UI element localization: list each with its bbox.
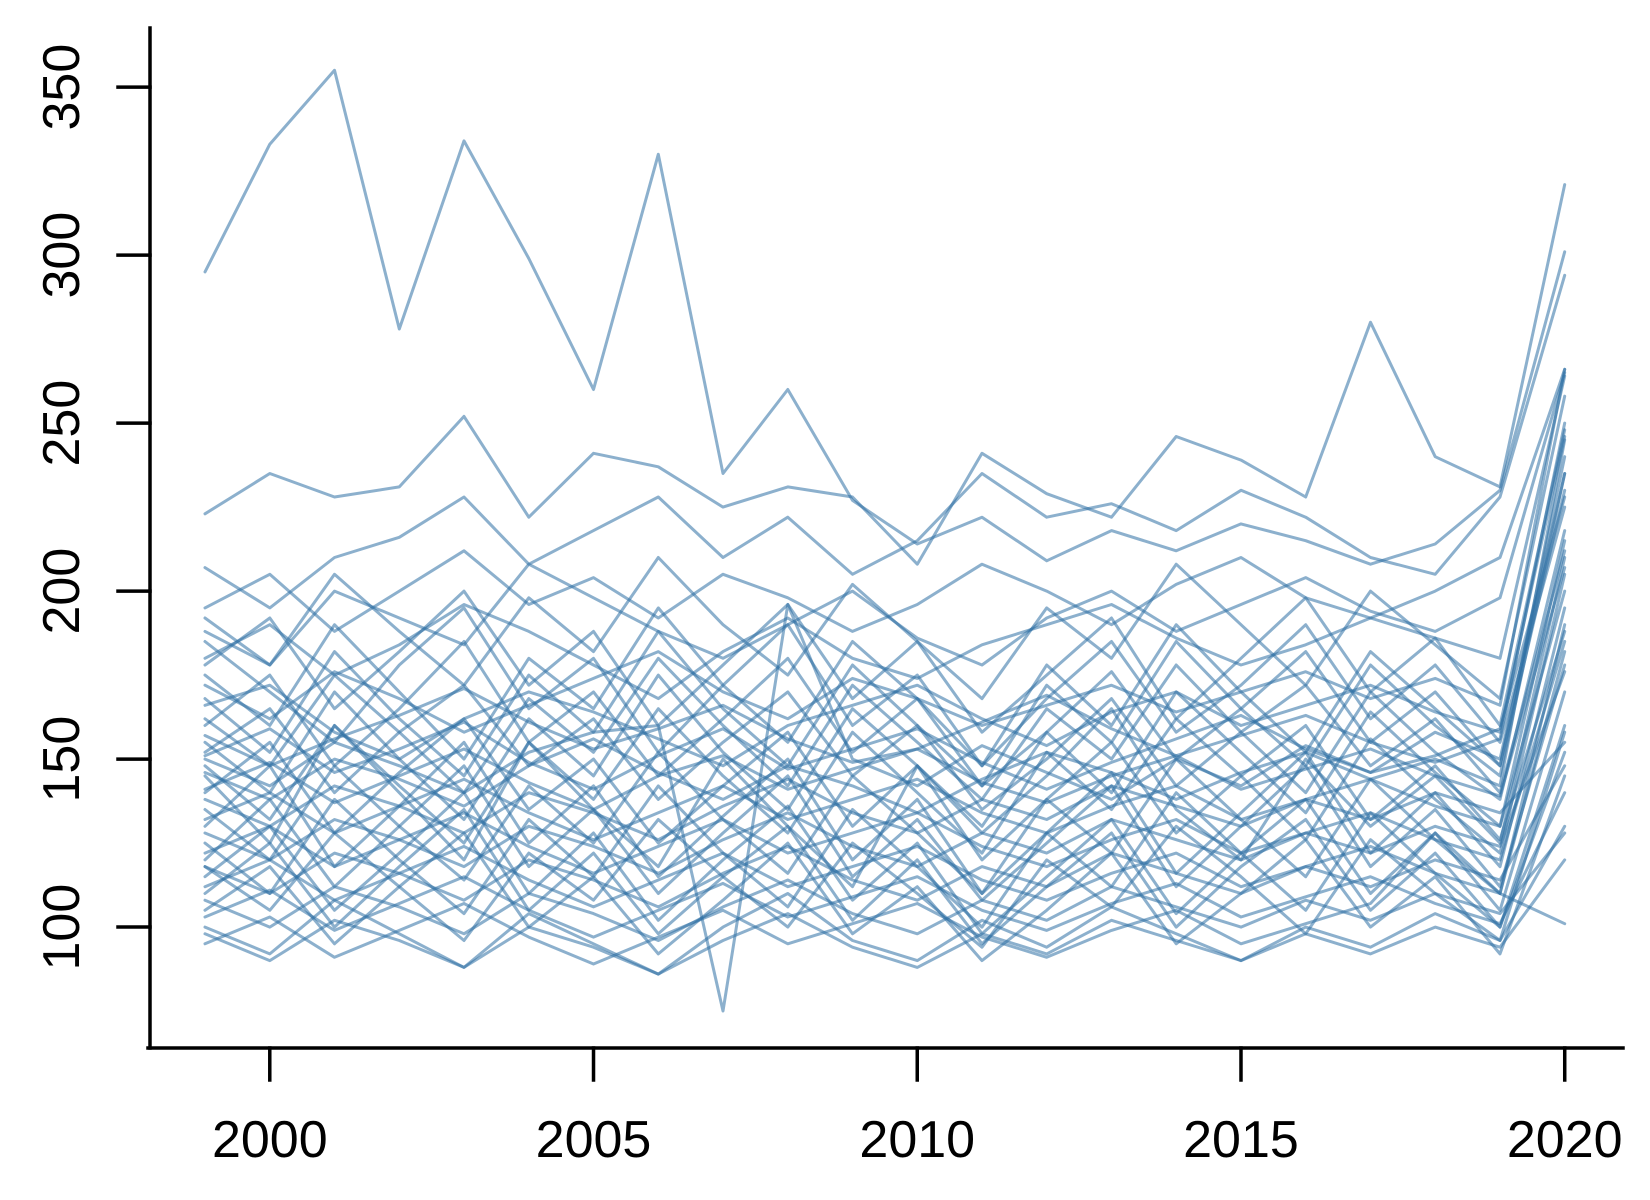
series-line — [203, 831, 1567, 942]
series-line — [203, 273, 1567, 610]
series-line — [203, 435, 1567, 768]
series-line — [203, 421, 1567, 768]
series-line — [203, 367, 1567, 633]
series-group — [203, 68, 1567, 1013]
y-axis: 100 150 200 250 300 350 — [33, 26, 152, 1050]
series-line — [203, 472, 1567, 1013]
series-line — [203, 572, 1567, 855]
series-line — [203, 556, 1567, 889]
series-line — [203, 68, 1567, 566]
series-line — [203, 428, 1567, 734]
series-line — [203, 394, 1567, 701]
series-line — [203, 183, 1567, 566]
x-tick-label: 2010 — [859, 1111, 975, 1169]
series-line — [203, 750, 1567, 929]
series-line — [203, 858, 1567, 976]
x-axis: 2000 2005 2010 2015 2020 — [146, 1046, 1625, 1169]
series-line — [203, 374, 1567, 701]
x-tick-label: 2000 — [212, 1111, 328, 1169]
x-tick-label: 2005 — [536, 1111, 652, 1169]
x-tick-label: 2015 — [1183, 1111, 1299, 1169]
series-line — [203, 488, 1567, 788]
series-line — [203, 539, 1567, 828]
y-tick-label: 100 — [33, 884, 91, 971]
series-line — [203, 730, 1567, 949]
y-tick-label: 250 — [33, 380, 91, 467]
series-line — [203, 650, 1567, 895]
series-line — [203, 367, 1567, 734]
series-line — [203, 774, 1567, 963]
series-line — [203, 505, 1567, 768]
series-line — [203, 529, 1567, 801]
y-tick-label: 200 — [33, 548, 91, 635]
y-tick-label: 150 — [33, 716, 91, 803]
series-line — [203, 549, 1567, 811]
x-tick-label: 2020 — [1507, 1111, 1623, 1169]
y-tick-label: 350 — [33, 44, 91, 131]
series-line — [203, 824, 1567, 976]
series-line — [203, 629, 1567, 862]
series-line — [203, 606, 1567, 895]
y-tick-label: 300 — [33, 212, 91, 299]
series-line — [203, 690, 1567, 936]
series-line — [203, 724, 1567, 946]
series-line — [203, 663, 1567, 902]
series-line — [203, 831, 1567, 966]
